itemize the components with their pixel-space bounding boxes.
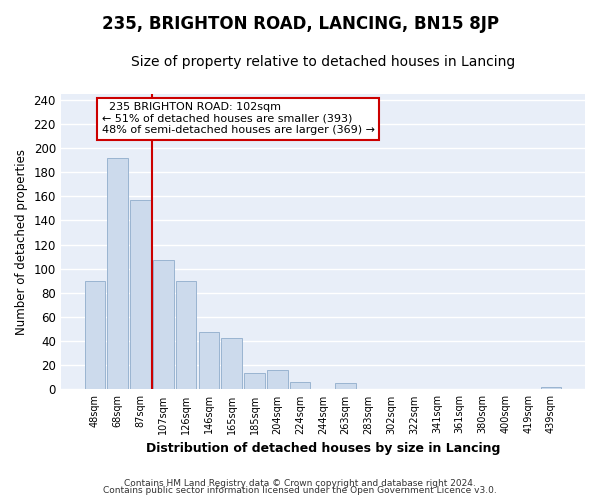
Bar	[290, 382, 310, 390]
Bar	[153, 260, 173, 390]
Bar	[335, 384, 356, 390]
Title: Size of property relative to detached houses in Lancing: Size of property relative to detached ho…	[131, 55, 515, 69]
Bar	[244, 372, 265, 390]
Text: Contains public sector information licensed under the Open Government Licence v3: Contains public sector information licen…	[103, 486, 497, 495]
Bar	[541, 387, 561, 390]
Text: Contains HM Land Registry data © Crown copyright and database right 2024.: Contains HM Land Registry data © Crown c…	[124, 478, 476, 488]
Text: 235 BRIGHTON ROAD: 102sqm
← 51% of detached houses are smaller (393)
48% of semi: 235 BRIGHTON ROAD: 102sqm ← 51% of detac…	[102, 102, 375, 136]
Y-axis label: Number of detached properties: Number of detached properties	[15, 148, 28, 334]
Bar	[85, 281, 105, 390]
Text: 235, BRIGHTON ROAD, LANCING, BN15 8JP: 235, BRIGHTON ROAD, LANCING, BN15 8JP	[101, 15, 499, 33]
Bar	[221, 338, 242, 390]
Bar	[199, 332, 219, 390]
X-axis label: Distribution of detached houses by size in Lancing: Distribution of detached houses by size …	[146, 442, 500, 455]
Bar	[176, 281, 196, 390]
Bar	[130, 200, 151, 390]
Bar	[107, 158, 128, 390]
Bar	[267, 370, 287, 390]
